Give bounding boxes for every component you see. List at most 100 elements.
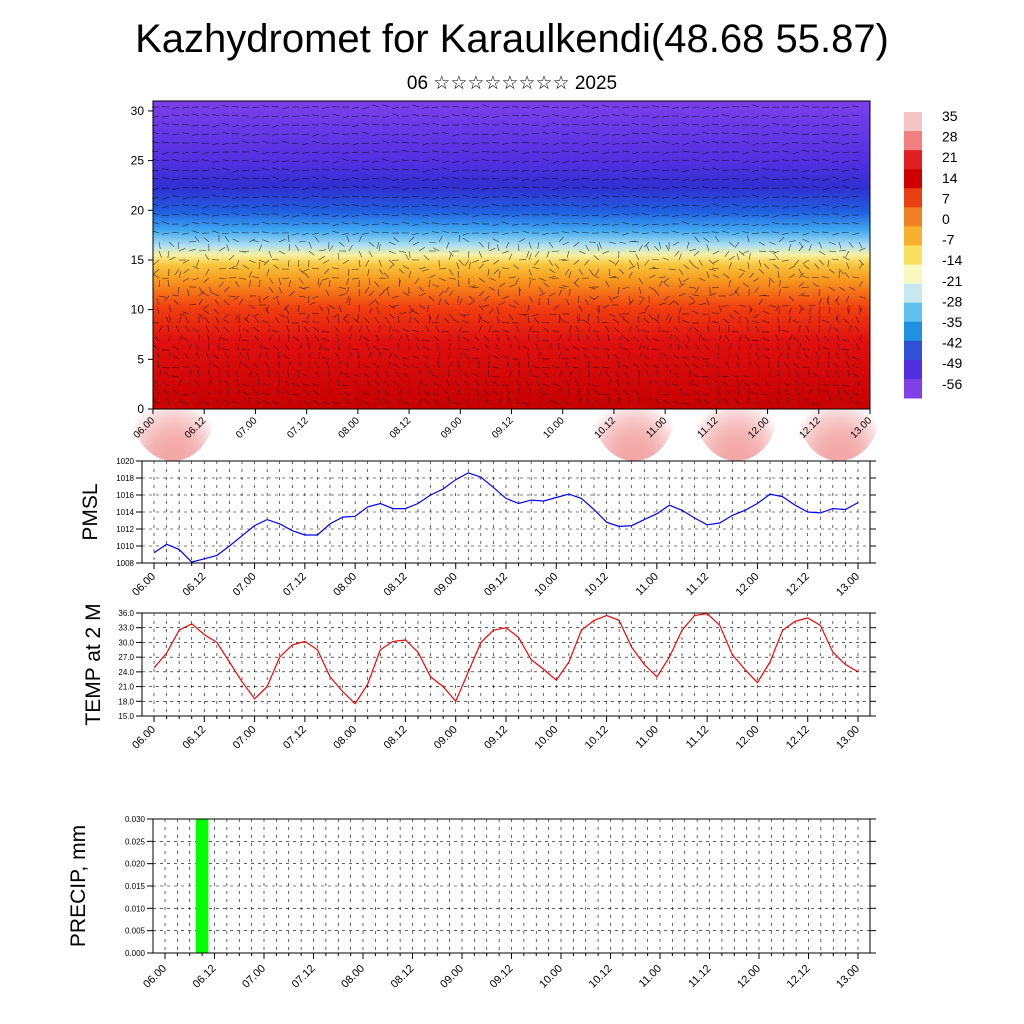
wind-barb [462, 113, 470, 117]
wind-barb [771, 178, 780, 180]
wind-barb [614, 259, 620, 266]
wind-barb [175, 325, 180, 333]
wind-barb [746, 325, 750, 333]
wind-barb [458, 325, 463, 333]
wind-barb [452, 196, 460, 199]
wind-barb [351, 160, 360, 162]
wind-barb [784, 362, 790, 369]
wind-barb [724, 335, 730, 342]
wind-barb [552, 203, 560, 207]
wind-barb [598, 370, 603, 378]
wind-barb [222, 195, 230, 198]
wind-barb [674, 326, 680, 333]
wind-barb [701, 376, 710, 378]
wind-barb [748, 272, 755, 279]
colorbar-label: -28 [942, 293, 962, 309]
temp-x-tick-label: 07.00 [231, 724, 259, 752]
wind-barb [214, 299, 220, 306]
wind-barb [597, 307, 600, 315]
wind-barb [562, 204, 570, 207]
wind-barb [752, 104, 760, 108]
wind-barb [822, 187, 830, 191]
wind-barb [844, 272, 850, 279]
wind-barb [622, 195, 630, 198]
wind-barb [502, 267, 510, 270]
wind-barb [652, 151, 660, 154]
wind-barb [152, 399, 160, 405]
wind-barb [158, 325, 163, 333]
wind-barb [582, 319, 590, 324]
wind-barb [702, 106, 710, 110]
temp-x-tick-label: 09.12 [482, 724, 510, 752]
wind-barb [694, 286, 700, 294]
wind-barb [171, 366, 180, 369]
wind-barb [362, 364, 370, 369]
wind-barb [488, 351, 490, 360]
wind-barb [842, 142, 850, 145]
wind-barb [778, 306, 780, 315]
wind-barb [673, 372, 680, 378]
wind-barb [266, 268, 270, 276]
wind-barb [512, 223, 520, 226]
precip-x-tick-label: 11.00 [637, 963, 664, 990]
wind-barb [842, 339, 850, 342]
wind-barb [623, 371, 630, 378]
wind-barb [258, 244, 263, 252]
wind-barb [272, 213, 280, 216]
precip-y-tick-label: 0.015 [125, 882, 146, 891]
wind-barb [722, 223, 730, 227]
wind-barb [371, 223, 380, 225]
wind-barb [552, 330, 560, 333]
wind-barb [551, 106, 560, 108]
wind-barb [452, 177, 460, 180]
wind-barb [792, 196, 800, 199]
wind-barb [638, 311, 646, 315]
wind-barb [835, 298, 840, 306]
wind-barb [366, 379, 370, 387]
wind-barb [658, 302, 666, 306]
wind-barb [168, 352, 171, 360]
wind-barb [678, 388, 682, 396]
wind-barb [842, 256, 850, 261]
wind-barb [422, 214, 430, 217]
wind-barb [212, 214, 220, 217]
wind-barb [432, 222, 440, 225]
wind-barb [332, 178, 340, 181]
wind-barb [408, 236, 415, 243]
wind-barb [513, 264, 520, 270]
wind-barb [458, 234, 461, 243]
wind-barb [572, 160, 580, 163]
colorbar-label: -14 [942, 252, 962, 268]
y-tick-label: 5 [137, 352, 144, 366]
wind-barb [432, 178, 440, 182]
wind-barb [182, 365, 190, 369]
wind-barb [492, 375, 500, 378]
wind-barb [478, 325, 482, 333]
wind-barb [212, 106, 220, 110]
wind-barb [752, 339, 760, 342]
wind-barb [508, 276, 516, 279]
wind-barb [273, 345, 280, 351]
wind-barb [598, 241, 602, 249]
wind-barb [722, 214, 730, 217]
wind-barb [622, 150, 630, 153]
wind-barb [178, 334, 183, 342]
precip-x-tick-label: 12.12 [785, 963, 813, 991]
wind-barb [401, 133, 410, 135]
wind-barb [264, 362, 270, 369]
wind-barb [358, 288, 361, 297]
wind-barb [268, 369, 270, 378]
wind-barb [402, 205, 410, 208]
wind-barb [578, 397, 582, 405]
wind-barb [313, 390, 320, 396]
wind-barb [622, 176, 630, 180]
wind-barb [622, 114, 630, 117]
wind-barb [448, 369, 450, 378]
wind-barb [702, 186, 710, 189]
precip-y-tick-label: 0.000 [125, 949, 146, 958]
wind-barb [532, 266, 540, 270]
wind-barb [428, 316, 432, 324]
wind-barb [422, 122, 430, 126]
wind-barb [768, 279, 770, 288]
